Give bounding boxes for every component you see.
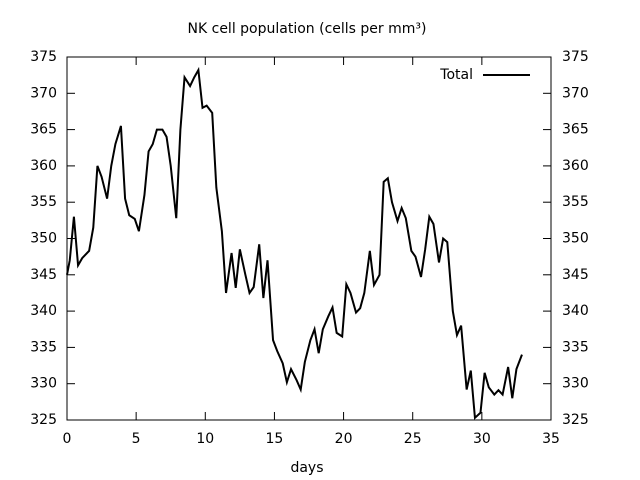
x-tick-label: 10 xyxy=(196,431,214,447)
y2-tick-label: 345 xyxy=(562,267,589,283)
x-tick-label: 20 xyxy=(335,431,353,447)
y-tick-label: 370 xyxy=(30,85,57,101)
y-tick-label: 350 xyxy=(30,231,57,247)
x-tick-label: 0 xyxy=(63,431,72,447)
y2-tick-label: 355 xyxy=(562,194,589,210)
y-tick-label: 375 xyxy=(30,49,57,65)
y-tick-label: 360 xyxy=(30,158,57,174)
y-tick-label: 355 xyxy=(30,194,57,210)
y-tick-label: 325 xyxy=(30,412,57,428)
x-tick-label: 25 xyxy=(404,431,422,447)
y-tick-label: 340 xyxy=(30,303,57,319)
y2-tick-label: 325 xyxy=(562,412,589,428)
y2-tick-label: 365 xyxy=(562,122,589,138)
x-axis-label: days xyxy=(290,460,323,476)
y2-tick-label: 335 xyxy=(562,339,589,355)
y2-tick-label: 330 xyxy=(562,376,589,392)
y2-tick-label: 370 xyxy=(562,85,589,101)
legend-label: Total xyxy=(439,67,473,83)
plot-frame xyxy=(66,56,552,421)
y-tick-label: 335 xyxy=(30,339,57,355)
y-tick-label: 330 xyxy=(30,376,57,392)
chart-title: NK cell population (cells per mm³) xyxy=(188,21,427,37)
x-tick-label: 15 xyxy=(266,431,284,447)
y-tick-label: 345 xyxy=(30,267,57,283)
series-line xyxy=(66,66,523,420)
y-tick-label: 365 xyxy=(30,122,57,138)
x-tick-label: 5 xyxy=(132,431,141,447)
x-tick-label: 30 xyxy=(473,431,491,447)
y2-tick-label: 340 xyxy=(562,303,589,319)
y2-tick-label: 350 xyxy=(562,231,589,247)
y2-tick-label: 375 xyxy=(562,49,589,65)
y2-tick-label: 360 xyxy=(562,158,589,174)
x-tick-label: 35 xyxy=(542,431,560,447)
